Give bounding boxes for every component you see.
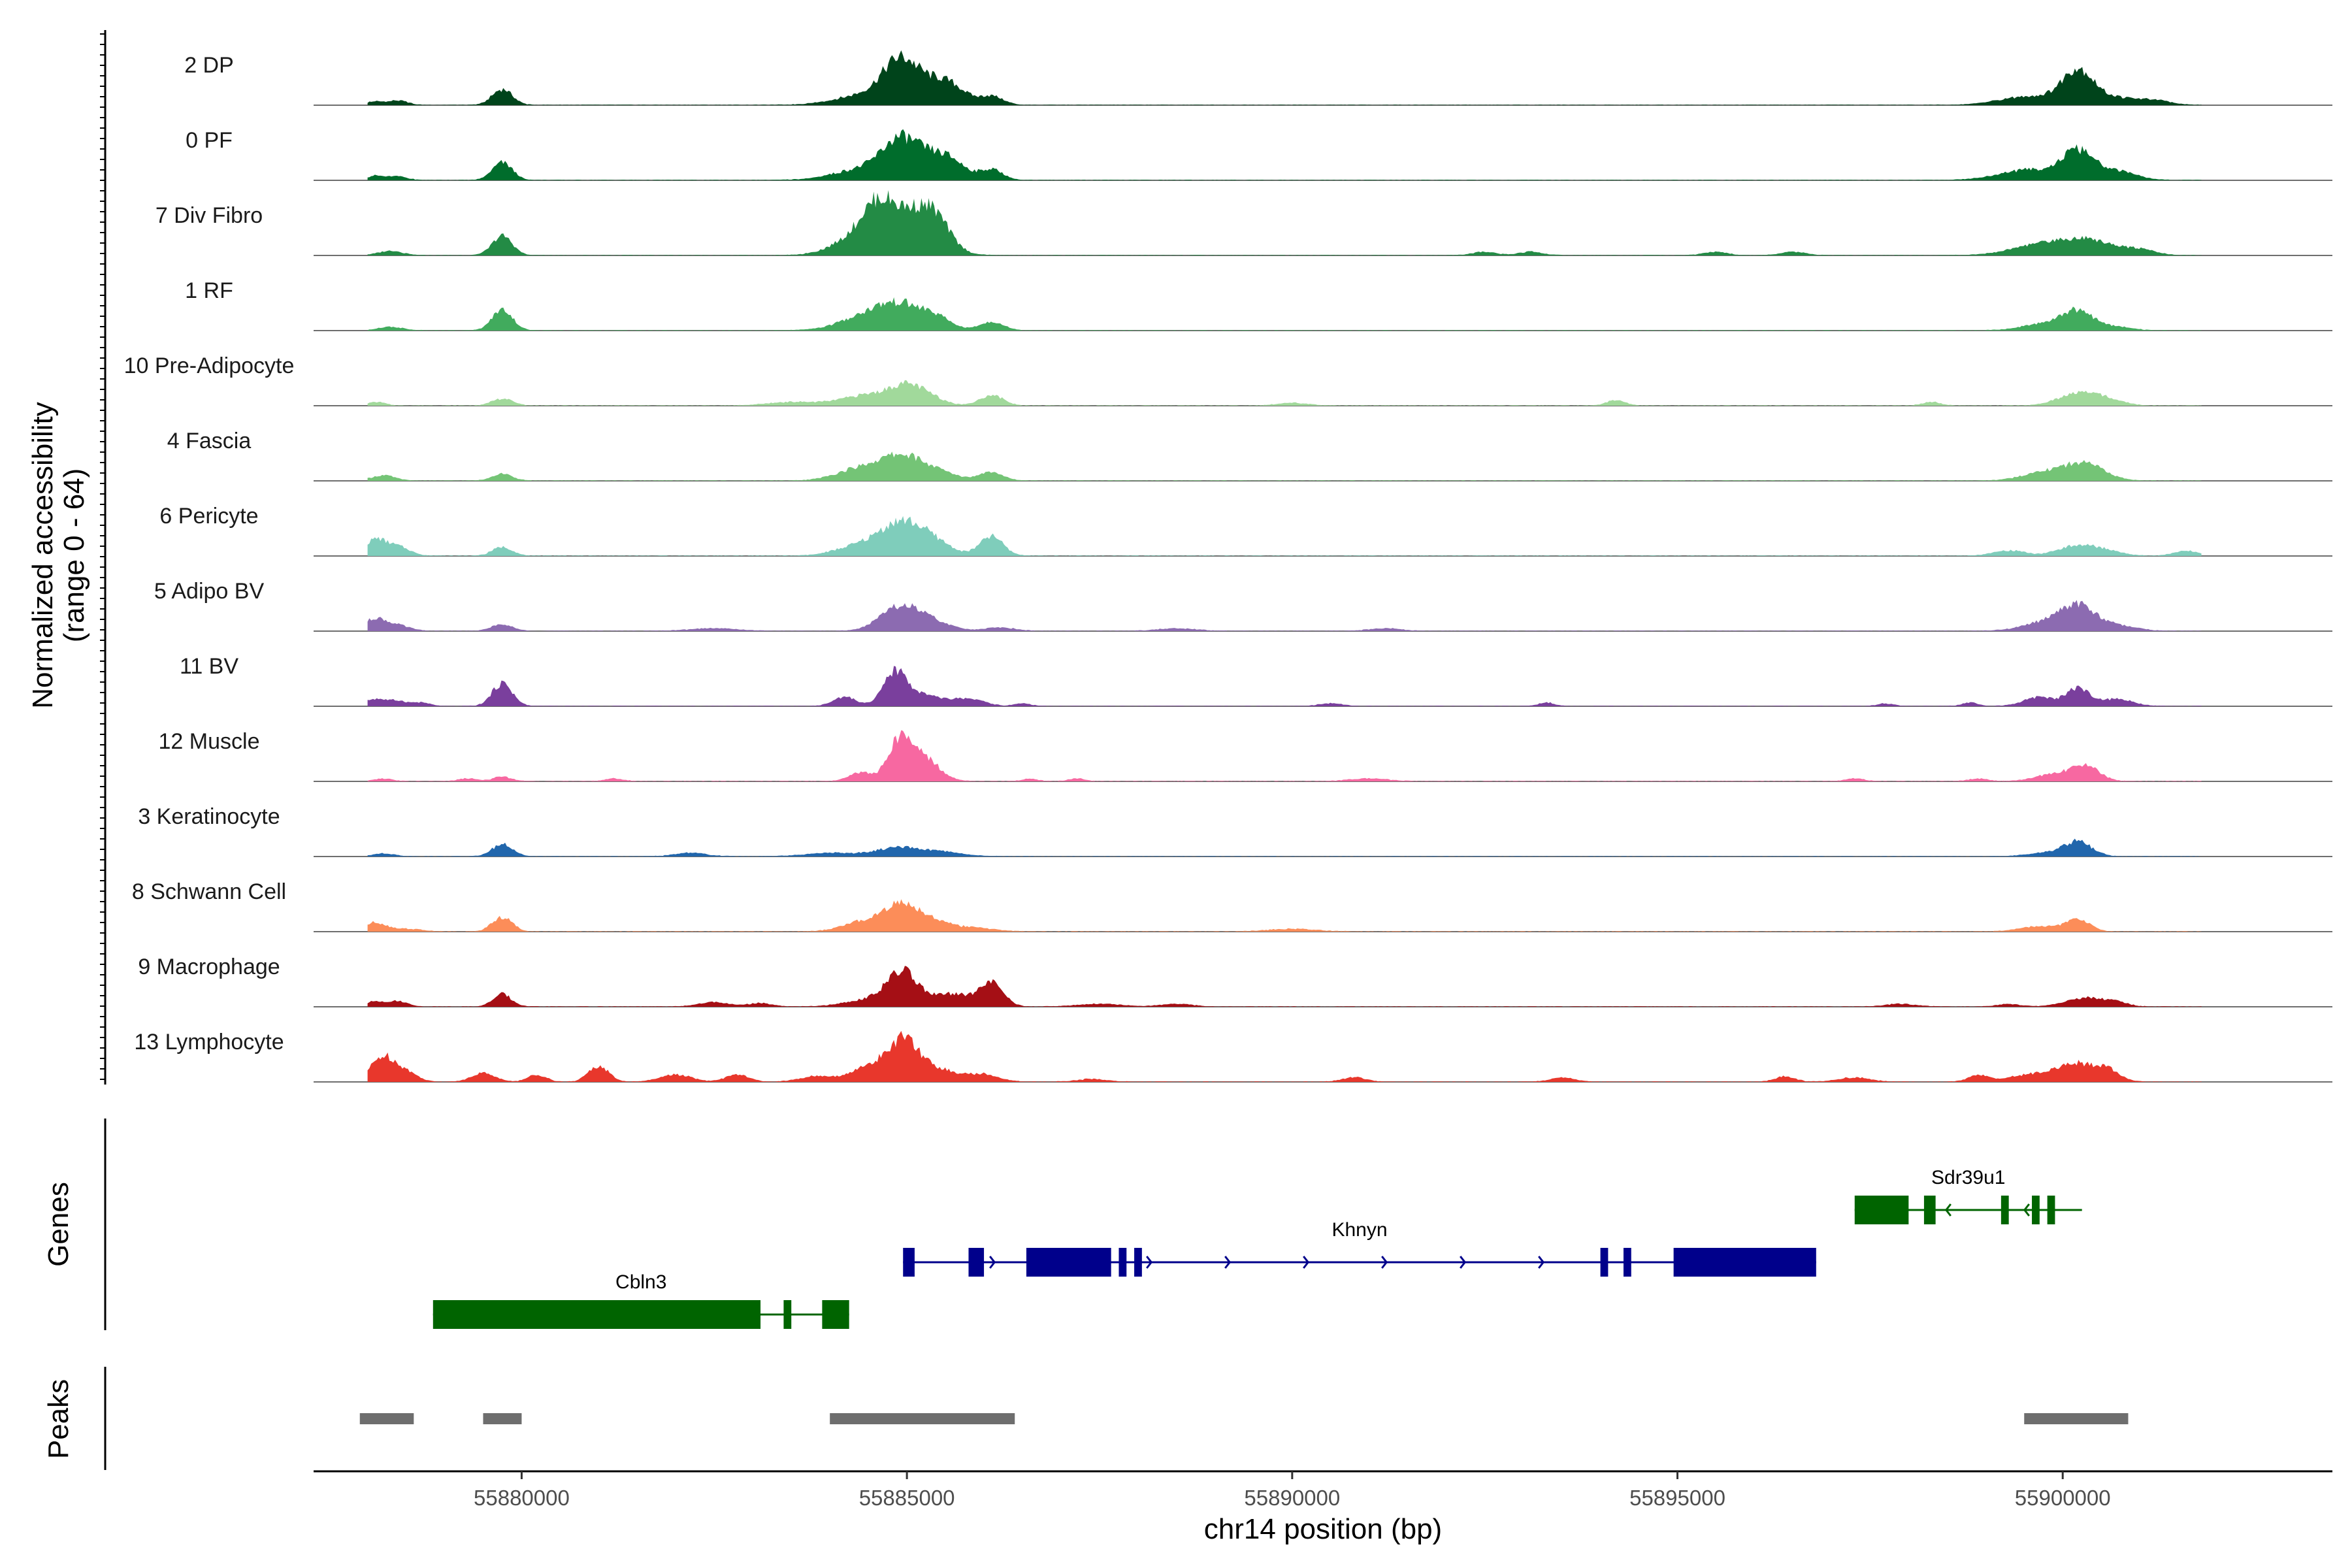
coverage-track: 7 Div Fibro [155, 190, 2332, 256]
gene-strand-arrow [1538, 1256, 1545, 1269]
peak-region [830, 1413, 1015, 1424]
coverage-track: 8 Schwann Cell [132, 879, 2332, 932]
track-label: 4 Fascia [167, 429, 252, 453]
track-label: 5 Adipo BV [154, 579, 265, 604]
gene-strand-arrow [2023, 1203, 2030, 1217]
coverage-y-axis: Normalized accessibility (range 0 - 64) [27, 30, 106, 1085]
coverage-area [367, 515, 2202, 556]
peaks-panel: Peaks [42, 1367, 2129, 1470]
coverage-area [367, 297, 2202, 331]
genes-axis-title: Genes [42, 1182, 74, 1267]
coverage-area [367, 1030, 2202, 1082]
track-label: 10 Pre-Adipocyte [124, 353, 295, 378]
coverage-area [367, 451, 2202, 481]
coverage-y-axis-title: Normalized accessibility [27, 402, 59, 708]
track-label: 1 RF [185, 278, 233, 303]
gene-exon [903, 1248, 915, 1277]
track-label: 0 PF [186, 128, 233, 153]
x-axis: 55880000 55885000 55890000 55895000 55900000… [314, 1470, 2332, 1545]
coverage-track: 2 DP [184, 50, 2332, 106]
coverage-track: 3 Keratinocyte [138, 804, 2332, 857]
peaks-axis-title: Peaks [42, 1379, 74, 1459]
peak-region [2024, 1413, 2129, 1424]
x-axis-tick-label: 55890000 [1244, 1486, 1340, 1510]
peak-regions [359, 1413, 2129, 1424]
gene-exon [2047, 1196, 2055, 1224]
coverage-tracks: 2 DP 0 PF 7 Div Fibro 1 RF 10 Pre-Adipocyte 4… [124, 50, 2332, 1083]
track-label: 13 Lymphocyte [134, 1030, 284, 1054]
gene-exon [1923, 1196, 1936, 1224]
x-axis-tick-label: 55880000 [474, 1486, 570, 1510]
track-label: 9 Macrophage [138, 955, 280, 979]
gene-strand-arrow [989, 1256, 996, 1269]
coverage-track: 12 Muscle [159, 729, 2332, 782]
x-axis-tick-label: 55895000 [1629, 1486, 1725, 1510]
track-label: 11 BV [180, 654, 238, 679]
coverage-track: 11 BV [180, 654, 2332, 707]
gene-exon [1623, 1248, 1631, 1277]
coverage-area [367, 600, 2202, 631]
gene-model: Sdr39u1 [1854, 1167, 2082, 1224]
gene-exon [1854, 1196, 1909, 1224]
coverage-area [367, 129, 2202, 180]
gene-model: Cbln3 [433, 1271, 849, 1329]
gene-exon [1673, 1248, 1816, 1277]
peak-region [359, 1413, 414, 1424]
coverage-track: 6 Pericyte [159, 504, 2332, 557]
gene-exon [1600, 1248, 1609, 1277]
x-axis-title: chr14 position (bp) [1204, 1513, 1442, 1545]
track-label: 8 Schwann Cell [132, 879, 286, 904]
gene-exon [2032, 1196, 2040, 1224]
gene-exon [783, 1300, 792, 1329]
coverage-track: 4 Fascia [167, 429, 2332, 482]
gene-label: Sdr39u1 [1931, 1167, 2005, 1188]
x-axis-tick-label: 55900000 [2015, 1486, 2111, 1510]
coverage-track: 1 RF [185, 278, 2332, 331]
gene-exon [968, 1248, 985, 1277]
coverage-y-ticks [100, 33, 105, 1080]
gene-strand-arrow [1224, 1256, 1232, 1269]
gene-model: Khnyn [903, 1219, 1816, 1277]
gene-strand-arrow [1146, 1256, 1153, 1269]
gene-models: Cbln3 Khnyn Sdr39u1 [433, 1167, 2082, 1329]
coverage-area [367, 50, 2202, 105]
coverage-track: 9 Macrophage [138, 955, 2332, 1007]
gene-strand-arrow [1460, 1256, 1467, 1269]
gene-label: Cbln3 [615, 1271, 666, 1293]
track-label: 12 Muscle [159, 729, 260, 754]
gene-exon [1119, 1248, 1127, 1277]
track-label: 3 Keratinocyte [138, 804, 280, 829]
gene-exon [1026, 1248, 1111, 1277]
gene-strand-arrow [1381, 1256, 1388, 1269]
gene-strand-arrow [1303, 1256, 1310, 1269]
track-label: 2 DP [184, 53, 234, 78]
gene-exon [822, 1300, 849, 1329]
coverage-track: 5 Adipo BV [154, 579, 2332, 632]
coverage-track: 10 Pre-Adipocyte [124, 353, 2332, 406]
track-label: 6 Pericyte [159, 504, 258, 529]
gene-exon [433, 1300, 761, 1329]
gene-strand-arrow [1944, 1203, 1952, 1217]
gene-label: Khnyn [1331, 1219, 1387, 1241]
coverage-track: 13 Lymphocyte [134, 1030, 2332, 1083]
gene-exon [1134, 1248, 1142, 1277]
genes-panel: Genes Cbln3 Khnyn Sdr39u1 [42, 1119, 2082, 1330]
x-axis-tick-label: 55885000 [859, 1486, 955, 1510]
gene-exon [2001, 1196, 2009, 1224]
track-label: 7 Div Fibro [155, 203, 263, 228]
coverage-area [367, 190, 2202, 255]
coverage-track: 0 PF [186, 128, 2332, 181]
x-axis-ticks: 55880000 55885000 55890000 55895000 55900000 [474, 1471, 2111, 1510]
peak-region [483, 1413, 522, 1424]
coverage-y-axis-range: (range 0 - 64) [58, 468, 90, 643]
